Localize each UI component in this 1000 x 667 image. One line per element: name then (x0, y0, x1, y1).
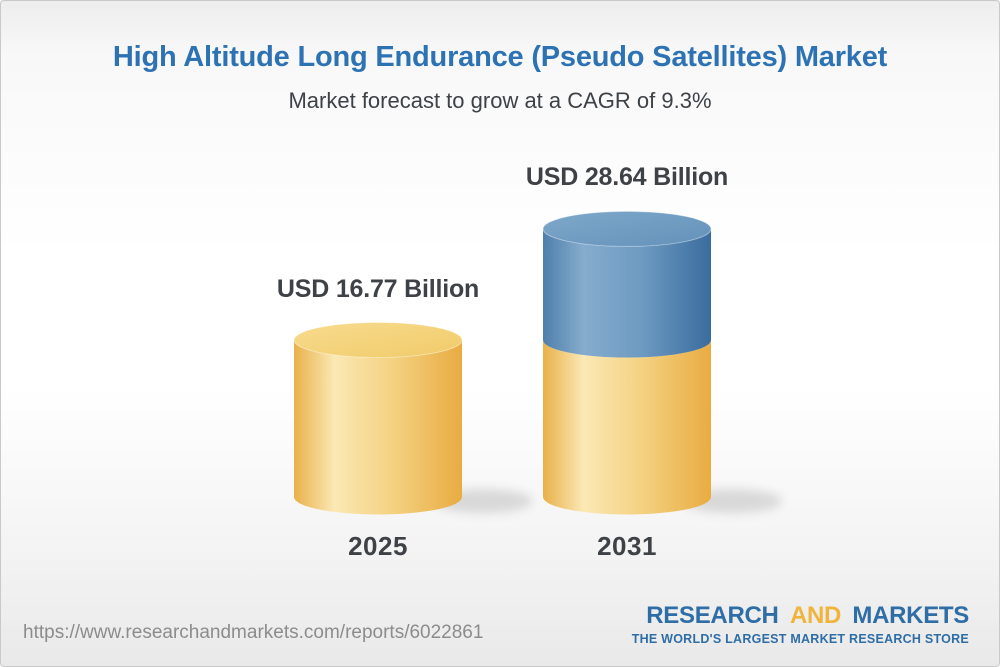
research-and-markets-logo: RESEARCH AND MARKETS THE WORLD'S LARGEST… (631, 604, 970, 646)
chart-subtitle: Market forecast to grow at a CAGR of 9.3… (288, 88, 712, 113)
logo-wordmark: RESEARCH AND MARKETS (632, 604, 969, 628)
axis-label-2031: 2031 (597, 531, 657, 561)
value-label-2025: USD 16.77 Billion (276, 274, 480, 303)
report-url: https://www.researchandmarkets.com/repor… (23, 622, 484, 643)
axis-label-2025: 2025 (348, 531, 408, 561)
logo-tagline: THE WORLD'S LARGEST MARKET RESEARCH STOR… (631, 632, 969, 646)
logo-word-and: AND (789, 602, 842, 629)
value-label-2031: USD 28.64 Billion (525, 163, 729, 192)
logo-word-markets: MARKETS (852, 602, 969, 629)
logo-word-research: RESEARCH (646, 602, 779, 629)
page-title: High Altitude Long Endurance (Pseudo Sat… (112, 41, 888, 73)
